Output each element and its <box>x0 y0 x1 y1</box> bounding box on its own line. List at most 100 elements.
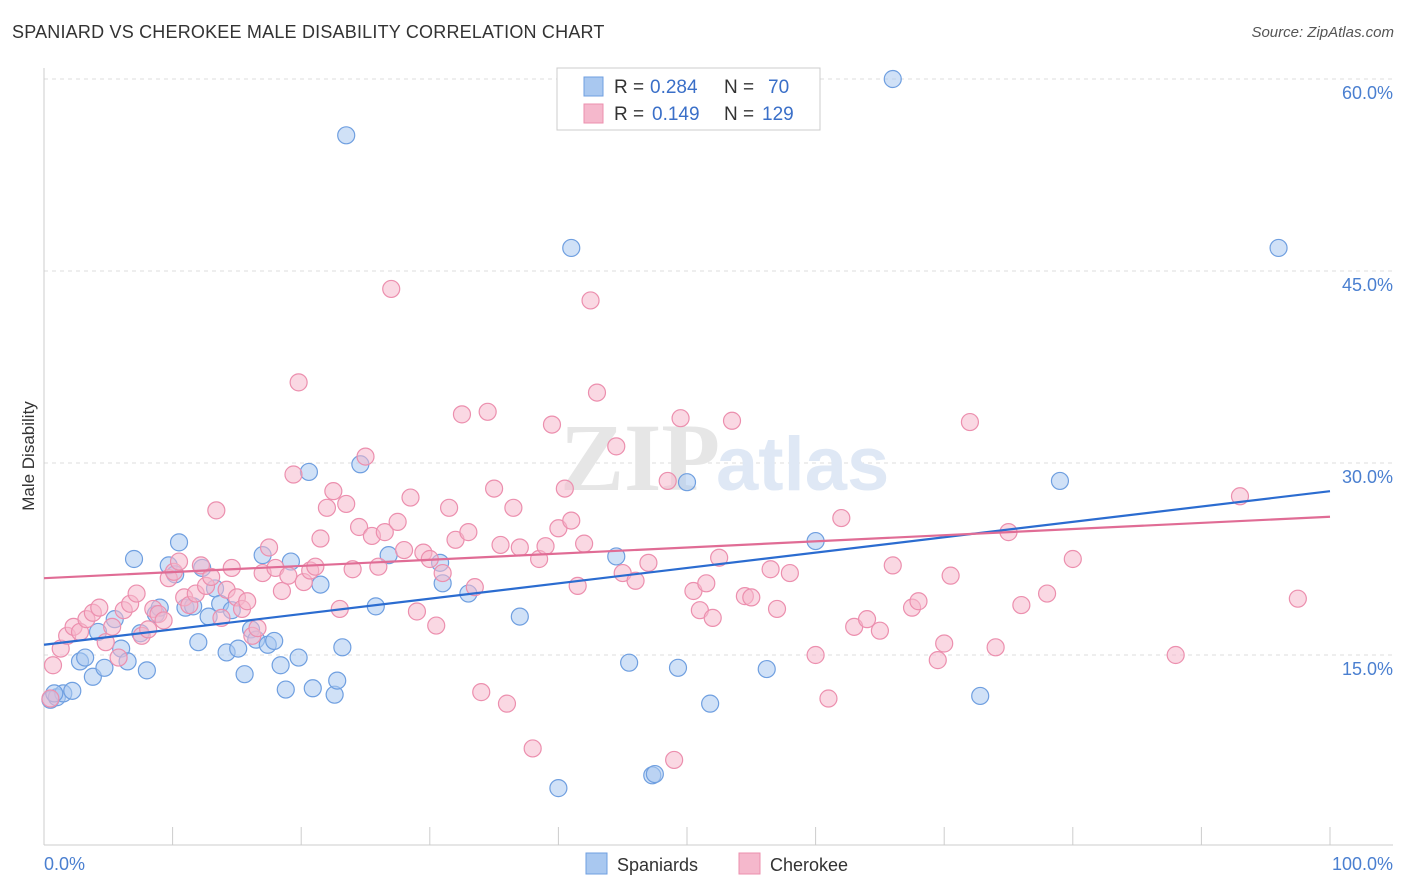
legend-r-value: 0.284 <box>650 77 698 98</box>
spaniard-point <box>645 764 664 784</box>
spaniard-point <box>299 462 319 482</box>
cherokee-point <box>767 599 787 619</box>
cherokee-point <box>207 501 226 520</box>
cherokee-point <box>439 498 459 517</box>
cherokee-point <box>465 578 484 597</box>
spaniard-point <box>549 779 568 798</box>
cherokee-point <box>401 488 420 507</box>
legend-swatch-cherokee <box>583 103 604 124</box>
cherokee-point <box>103 617 122 636</box>
spaniard-point <box>229 639 248 658</box>
cherokee-point <box>343 560 362 579</box>
cherokee-point <box>1063 549 1082 569</box>
spaniard-point <box>337 126 356 145</box>
spaniard-point <box>189 633 208 652</box>
cherokee-point <box>761 560 780 579</box>
spaniards-trend-line <box>43 490 1331 646</box>
cherokee-point <box>1166 645 1185 665</box>
cherokee-point <box>870 621 890 640</box>
spaniard-point <box>510 607 529 626</box>
cherokee-point <box>127 584 146 603</box>
cherokee-point <box>289 373 308 392</box>
spaniard-point <box>265 631 284 651</box>
spaniard-point <box>311 575 330 594</box>
cherokee-point <box>710 548 729 567</box>
spaniard-point <box>701 694 720 713</box>
cherokee-point <box>883 556 902 575</box>
cherokee-point <box>472 683 491 702</box>
legend-swatch-spaniards <box>583 76 604 97</box>
cherokee-point <box>324 482 343 501</box>
cherokee-point <box>1012 595 1031 615</box>
cherokee-point <box>960 412 980 432</box>
cherokee-point <box>542 415 562 434</box>
cherokee-point <box>1288 589 1307 608</box>
cherokee-point <box>1037 584 1057 603</box>
spaniard-point <box>124 549 144 569</box>
cherokee-point <box>703 608 722 627</box>
legend-r-label: R = <box>614 77 644 98</box>
cherokee-point <box>562 511 581 530</box>
cherokee-point <box>349 517 369 537</box>
spaniard-point <box>95 658 114 677</box>
cherokee-point <box>819 689 838 708</box>
spaniard-point <box>333 638 352 657</box>
spaniard-point <box>620 653 639 672</box>
legend-n-label: N = <box>724 77 754 98</box>
cherokee-point <box>452 405 472 424</box>
bottom-legend-label-cherokee: Cherokee <box>770 855 848 875</box>
spaniard-point <box>971 686 990 706</box>
cherokee-point <box>510 538 529 557</box>
cherokee-point <box>375 523 394 542</box>
y-tick-label: 30.0% <box>1342 467 1393 487</box>
cherokee-point <box>279 566 298 585</box>
cherokee-point <box>928 651 947 670</box>
cherokee-point <box>394 540 414 560</box>
cherokee-point <box>581 291 600 310</box>
cherokee-point <box>238 592 257 611</box>
cherokee-point <box>857 610 877 629</box>
spaniard-point <box>677 473 697 492</box>
cherokee-point <box>478 402 497 421</box>
spaniard-point <box>668 658 688 677</box>
chart-title: SPANIARD VS CHEROKEE MALE DISABILITY COR… <box>12 22 605 42</box>
cherokee-point <box>626 571 645 590</box>
spaniard-point <box>607 547 626 566</box>
cherokee-point <box>90 598 109 617</box>
spaniard-point <box>276 680 295 699</box>
cherokee-point <box>43 656 63 675</box>
bottom-legend-swatch-spaniards <box>585 852 608 875</box>
cherokee-point <box>202 567 221 587</box>
cherokee-point <box>459 523 478 542</box>
cherokee-point <box>407 602 427 621</box>
axes <box>43 68 1393 846</box>
cherokee-point <box>536 537 555 556</box>
trend-lines <box>43 490 1331 646</box>
cherokee-point <box>248 619 267 638</box>
bottom-legend-swatch-cherokee <box>738 852 761 875</box>
spaniard-point <box>137 661 156 680</box>
cherokee-point <box>555 479 574 498</box>
cherokee-point <box>388 512 407 531</box>
source-label: Source: ZipAtlas.com <box>1251 24 1394 41</box>
spaniard-point <box>1050 471 1070 491</box>
spaniard-point <box>328 671 347 690</box>
cherokee-point <box>272 581 292 601</box>
cherokee-point <box>935 634 954 653</box>
spaniard-point <box>63 681 82 700</box>
spaniard-point <box>271 656 290 675</box>
cherokee-point <box>382 279 401 299</box>
cherokee-point <box>259 538 279 557</box>
cherokee-point <box>639 553 658 572</box>
data-points <box>41 69 1307 798</box>
cherokee-point <box>806 645 825 665</box>
spaniard-point <box>757 659 776 679</box>
spaniard-point <box>289 648 308 667</box>
cherokee-point <box>523 739 542 758</box>
cherokee-point <box>169 552 189 571</box>
cherokee-point <box>284 465 303 484</box>
cherokee-point <box>658 471 677 491</box>
y-tick-label: 45.0% <box>1342 275 1393 295</box>
cherokee-point <box>491 535 510 555</box>
spaniard-point <box>76 648 95 667</box>
